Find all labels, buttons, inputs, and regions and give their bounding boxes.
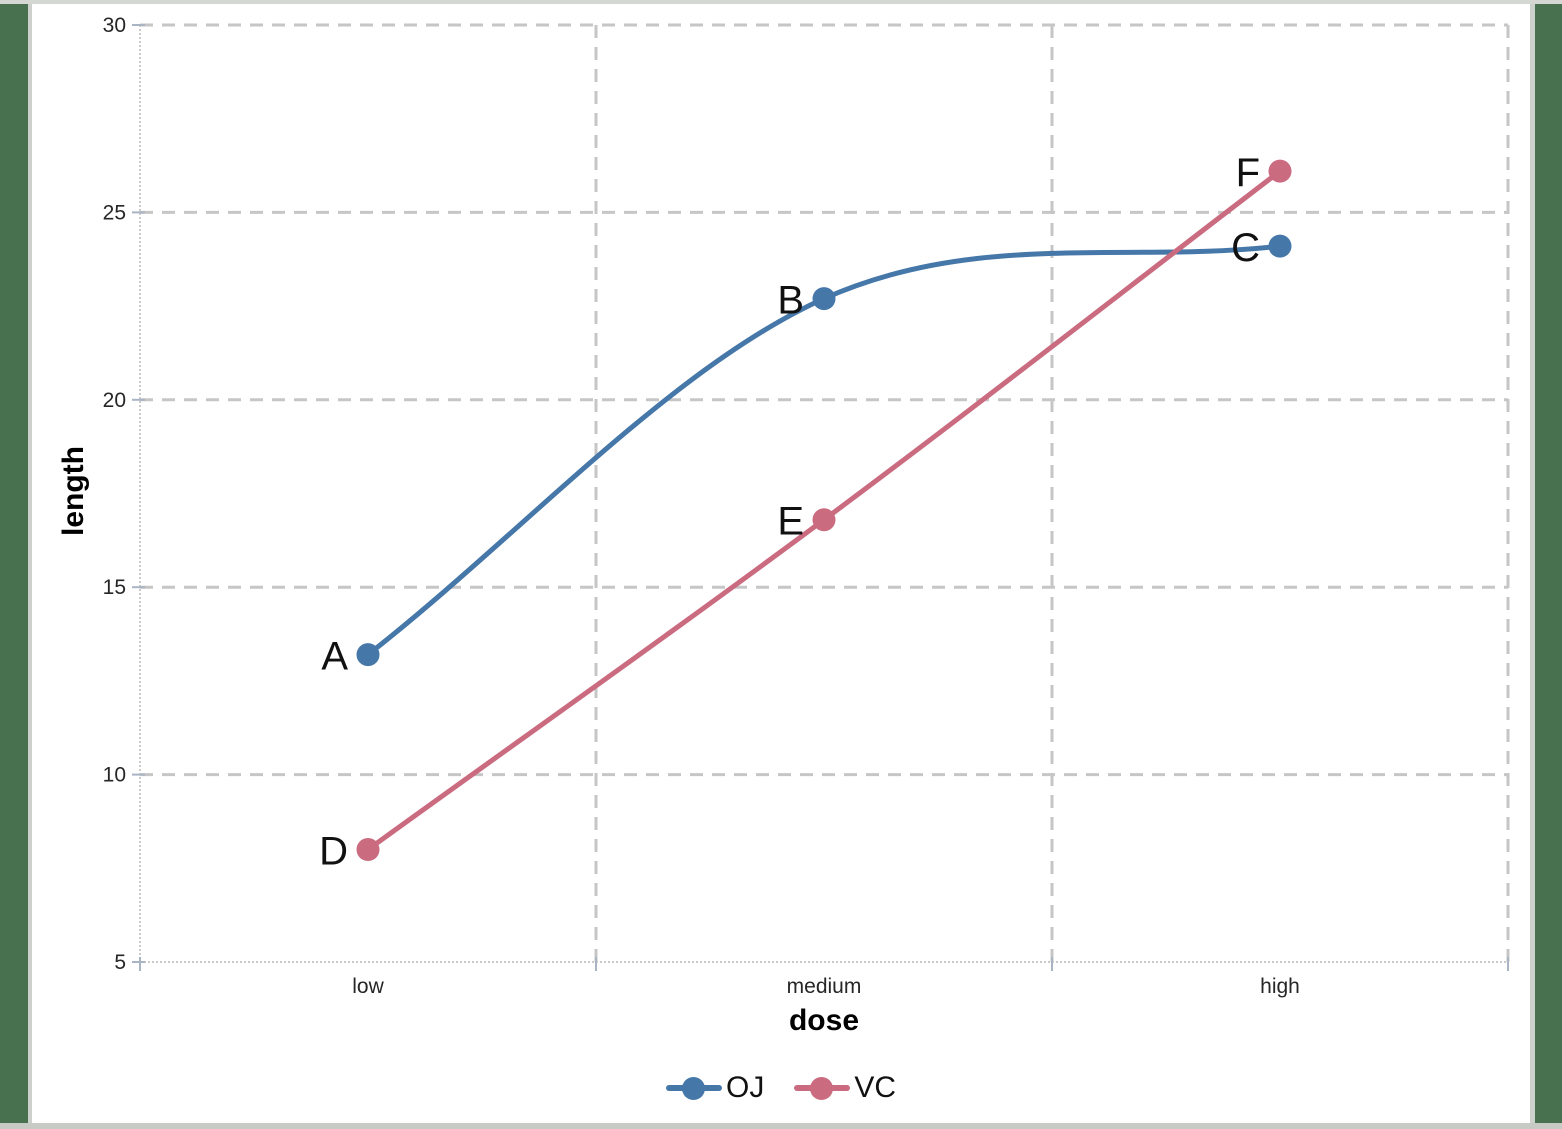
frame-top-edge xyxy=(0,0,1562,4)
x-axis-title: dose xyxy=(788,1004,860,1037)
svg-text:10: 10 xyxy=(103,764,126,787)
svg-text:5: 5 xyxy=(114,951,126,974)
legend: OJ VC xyxy=(32,1070,1530,1106)
svg-text:20: 20 xyxy=(103,389,126,412)
svg-text:25: 25 xyxy=(103,201,126,224)
legend-item-oj: OJ xyxy=(665,1071,765,1105)
chart-page xyxy=(28,0,1535,1129)
svg-text:B: B xyxy=(777,279,804,323)
svg-text:F: F xyxy=(1236,151,1260,195)
svg-text:low: low xyxy=(352,975,384,998)
legend-swatch-oj xyxy=(665,1073,722,1103)
svg-text:D: D xyxy=(319,830,348,874)
legend-swatch-vc xyxy=(794,1073,851,1103)
svg-text:A: A xyxy=(321,635,348,679)
svg-text:C: C xyxy=(1231,226,1260,270)
legend-dot-icon xyxy=(810,1077,834,1100)
frame-bottom-edge xyxy=(0,1123,1562,1129)
svg-text:15: 15 xyxy=(103,576,126,599)
svg-text:high: high xyxy=(1260,975,1300,998)
svg-text:30: 30 xyxy=(103,14,126,37)
svg-text:E: E xyxy=(777,500,804,544)
legend-label-vc: VC xyxy=(854,1071,897,1104)
y-axis-title: length xyxy=(57,446,90,536)
legend-item-vc: VC xyxy=(794,1071,896,1105)
legend-dot-icon xyxy=(681,1077,705,1100)
legend-label-oj: OJ xyxy=(725,1071,765,1104)
svg-text:medium: medium xyxy=(787,975,862,998)
